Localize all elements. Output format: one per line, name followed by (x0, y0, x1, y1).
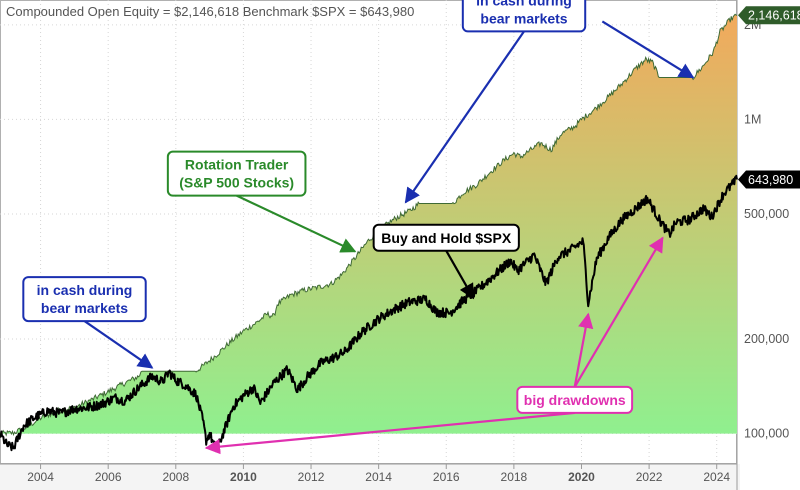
x-axis-strip (0, 464, 740, 490)
annotation-arrow (573, 312, 594, 388)
x-tick-label: 2008 (162, 470, 189, 484)
annotation-text: (S&P 500 Stocks) (179, 175, 294, 191)
annotation: big drawdowns (204, 236, 664, 455)
x-tick-label: 2016 (433, 470, 460, 484)
x-tick-labels: 2004 2006 2008 2010 2012 2014 2016 2018 2020 2022… (27, 464, 730, 484)
value-flags: 2,146,618 643,980 (738, 6, 800, 189)
x-tick-label: 2020 (568, 470, 595, 484)
y-tick-label: 1M (744, 112, 761, 126)
x-tick-label: 2004 (27, 470, 54, 484)
equity-area (0, 14, 737, 436)
annotation-arrow (573, 236, 664, 388)
x-tick-label: 2018 (501, 470, 528, 484)
x-tick-label: 2014 (365, 470, 392, 484)
y-tick-label: 100,000 (744, 427, 789, 441)
x-tick-label: 2010 (230, 470, 257, 484)
annotation (601, 20, 695, 79)
x-tick-label: 2006 (95, 470, 122, 484)
annotation-text: in cash during (37, 282, 133, 298)
value-flag-benchmark (738, 170, 800, 189)
y-tick-label: 200,000 (744, 332, 789, 346)
equity-line (0, 13, 738, 437)
annotation: in cash during bear markets (22, 276, 154, 369)
benchmark-line (0, 174, 738, 453)
annotation: Rotation Trader (S&P 500 Stocks) (166, 150, 357, 253)
x-tick-label: 2022 (636, 470, 663, 484)
annotation-text: big drawdowns (524, 392, 626, 408)
annotation-text: Rotation Trader (185, 157, 289, 173)
annotation-arrow (601, 20, 695, 79)
annotation-text: Buy and Hold $SPX (381, 230, 512, 246)
x-tick-label: 2012 (298, 470, 325, 484)
value-flag-label: 643,980 (748, 173, 793, 187)
annotation-arrow (445, 250, 475, 300)
x-tick-label: 2024 (703, 470, 730, 484)
annotation-box (166, 150, 307, 197)
annotation-box (516, 385, 634, 414)
annotation-text: in cash during (476, 0, 572, 8)
annotation: Buy and Hold $SPX (372, 223, 520, 300)
annotation-box (461, 0, 587, 33)
value-flag-equity (738, 6, 800, 25)
series-layer (0, 13, 738, 453)
annotation-text: bear markets (480, 10, 567, 26)
annotation-text: bear markets (41, 300, 128, 316)
annotation-box (372, 223, 520, 252)
annotation: in cash during bear markets (404, 0, 587, 204)
annotation-box (22, 276, 147, 323)
chart-title: Compounded Open Equity = $2,146,618 Benc… (6, 4, 414, 19)
annotation-arrow (83, 320, 154, 369)
annotation-arrow (204, 411, 575, 455)
y-tick-label: 500,000 (744, 207, 789, 221)
annotation-arrow (404, 30, 525, 204)
annotation-arrow (236, 194, 357, 253)
value-flag-label: 2,146,618 (748, 9, 800, 23)
